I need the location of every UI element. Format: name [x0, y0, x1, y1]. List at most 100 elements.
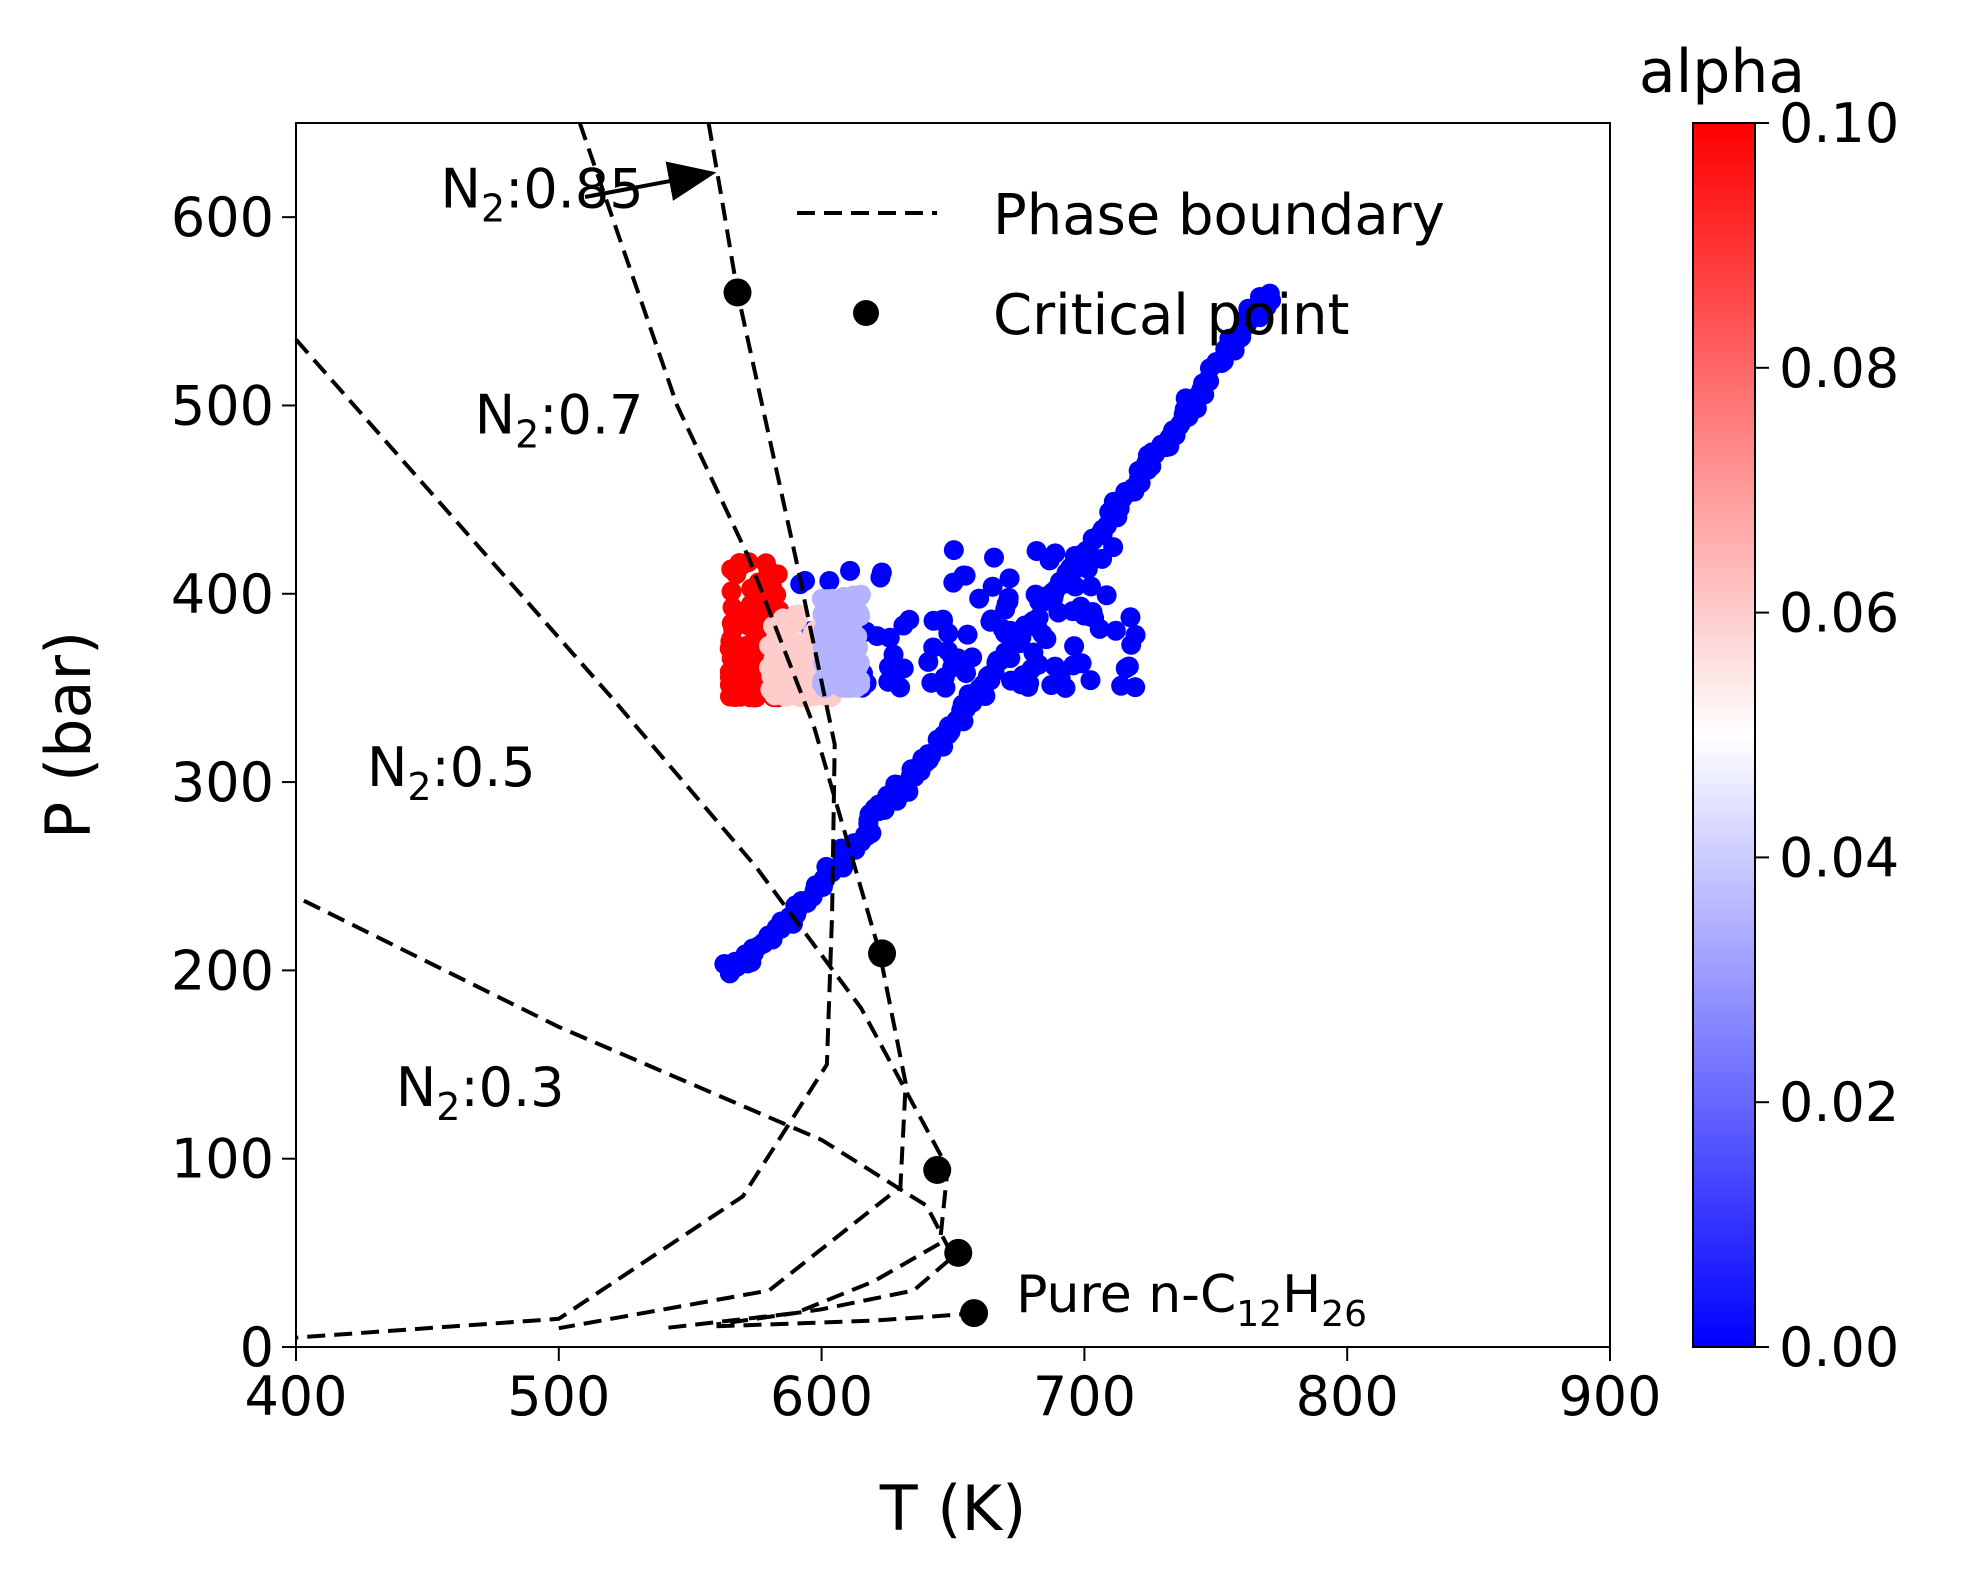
scatter-point: [819, 571, 840, 592]
scatter-point: [766, 584, 787, 605]
scatter-point: [871, 562, 892, 583]
scatter-point: [1080, 576, 1101, 597]
y-tick-label: 0: [240, 1316, 274, 1379]
scatter-point: [996, 594, 1017, 615]
phase-boundary-labels: N2:0.85 N2:0.7 N2:0.5 N2:0.3: [367, 158, 717, 1129]
phase-boundary-line: [303, 898, 956, 1327]
scatter-point: [722, 597, 743, 618]
scatter-point: [962, 647, 983, 668]
colorbar-tick-label: 0.04: [1779, 826, 1899, 889]
phase-boundary-curves: [294, 122, 980, 1340]
critical-point-marker: [723, 278, 752, 307]
scatter-point: [938, 623, 959, 644]
scatter-point: [1120, 607, 1141, 628]
y-tick-label: 300: [171, 751, 274, 814]
scatter-point: [1048, 602, 1069, 623]
x-tick-label: 400: [244, 1365, 347, 1428]
scatter-point: [918, 744, 939, 765]
phase-boundary-label: N2:0.7: [475, 384, 644, 457]
scatter-point: [768, 614, 789, 635]
phase-boundary-line-pure: [716, 1311, 980, 1329]
critical-point-marker: [960, 1299, 989, 1328]
colorbar-tick-label: 0.10: [1779, 92, 1899, 155]
scatter-point: [1096, 585, 1117, 606]
scatter-point: [739, 686, 760, 707]
plot-frame: [295, 122, 1611, 1348]
x-tick-label: 600: [770, 1365, 873, 1428]
scatter-point: [1039, 550, 1060, 571]
scatter-point: [1071, 653, 1092, 674]
phase-boundary-line: [294, 338, 950, 1331]
scatter-point: [956, 663, 977, 684]
colorbar-tick-label: 0.00: [1779, 1316, 1899, 1379]
x-tick-label: 800: [1296, 1365, 1399, 1428]
scatter-point: [824, 630, 845, 651]
x-axis: 400 500 600 700 800 900: [244, 1347, 1662, 1428]
scatter-point: [957, 624, 978, 645]
scatter-point: [741, 578, 762, 599]
y-axis: 0 100 200 300 400 500 600: [171, 186, 296, 1379]
scatter-point: [1103, 537, 1124, 558]
y-tick-label: 500: [171, 374, 274, 437]
y-axis-label: P (bar): [32, 631, 105, 839]
scatter-point: [835, 610, 856, 631]
scatter-point: [814, 594, 835, 615]
scatter-point: [969, 588, 990, 609]
scatter-point: [721, 628, 742, 649]
colorbar-ticks: 0.00 0.02 0.04 0.06 0.08 0.10: [1755, 92, 1899, 1379]
colorbar-tick-label: 0.08: [1779, 337, 1899, 400]
scatter-point: [726, 564, 747, 585]
pure-component-label: Pure n-C12H26: [1016, 1265, 1367, 1335]
colorbar-tick-label: 0.06: [1779, 582, 1899, 645]
scatter-point: [849, 652, 870, 673]
phase-boundary-label: N2:0.5: [367, 736, 536, 809]
scatter-point: [843, 671, 864, 692]
scatter-point: [995, 642, 1016, 663]
colorbar-gradient: [1692, 122, 1756, 1348]
scatter-point: [721, 648, 742, 669]
colorbar-tick-label: 0.02: [1779, 1071, 1899, 1134]
colorbar: alpha 0.00 0.02 0.04 0.06 0.08 0.10: [1639, 37, 1899, 1379]
scatter-point: [1011, 674, 1032, 695]
scatter-point: [1105, 620, 1126, 641]
scatter-point: [937, 640, 958, 661]
colorbar-title: alpha: [1639, 37, 1805, 107]
scatter-point: [943, 572, 964, 593]
phase-boundary-line: [295, 122, 837, 1340]
critical-point-marker: [923, 1155, 952, 1184]
scatter-point: [1052, 570, 1073, 591]
x-axis-label: T (K): [879, 1472, 1027, 1545]
legend-phase-boundary-label: Phase boundary: [993, 183, 1445, 248]
phase-boundary-line: [558, 122, 908, 1331]
scatter-point: [984, 547, 1005, 568]
scatter-point: [1070, 596, 1091, 617]
scatter-point: [935, 677, 956, 698]
scatter-point: [878, 671, 899, 692]
scatter-point: [879, 627, 900, 648]
scatter-point: [883, 644, 904, 665]
critical-points: [723, 278, 989, 1328]
scatter-point: [791, 633, 812, 654]
scatter-point: [1028, 607, 1049, 628]
scatter-point: [1025, 584, 1046, 605]
x-tick-label: 900: [1558, 1365, 1661, 1428]
scatter-point: [785, 610, 806, 631]
scatter-point: [923, 610, 944, 631]
scatter-point: [1111, 675, 1132, 696]
scatter-point: [1077, 558, 1098, 579]
legend-critical-point-marker: [853, 300, 879, 326]
scatter-point: [1080, 670, 1101, 691]
y-tick-label: 400: [171, 563, 274, 626]
scatter-point: [943, 540, 964, 561]
scatter-point: [1045, 656, 1066, 677]
scatter-point: [1125, 625, 1146, 646]
scatter-point: [1023, 642, 1044, 663]
phase-boundary-label: N2:0.3: [396, 1056, 565, 1129]
scatter-point: [893, 658, 914, 679]
scatter-point: [720, 675, 741, 696]
scatter-point: [755, 553, 776, 574]
plot-area: N2:0.85 N2:0.7 N2:0.5 N2:0.3 Pure n-C12H26: [294, 122, 1367, 1340]
y-tick-label: 200: [171, 939, 274, 1002]
scatter-point: [899, 609, 920, 630]
